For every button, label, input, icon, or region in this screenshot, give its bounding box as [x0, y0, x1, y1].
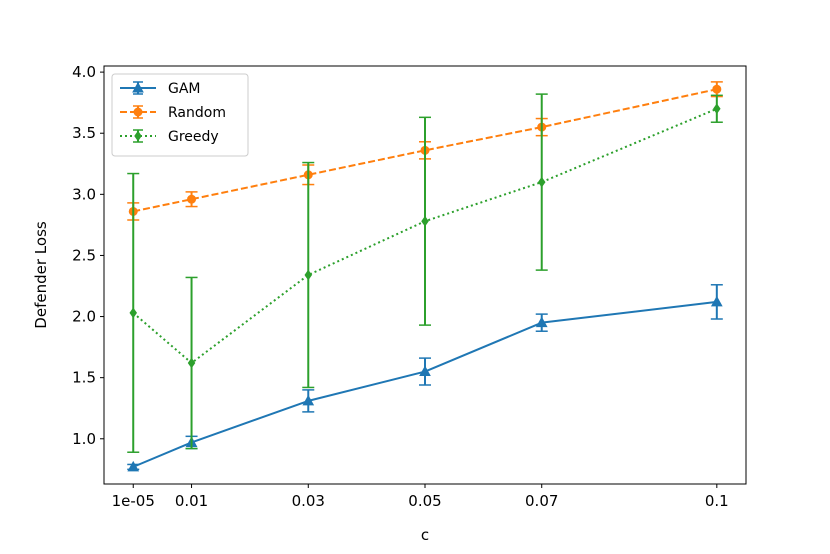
- legend-item-random: Random: [120, 105, 226, 121]
- y-tick-label: 1.5: [72, 369, 96, 387]
- data-point-greedy: [421, 215, 429, 227]
- series-line-random: [133, 88, 718, 213]
- legend-marker-random: [133, 107, 143, 117]
- data-point-gam: [710, 295, 723, 307]
- x-tick-label: 0.1: [705, 492, 729, 510]
- legend-marker-greedy: [134, 130, 142, 142]
- y-tick-label: 4.0: [72, 63, 96, 81]
- series-greedy: [127, 93, 723, 453]
- data-point-greedy: [187, 357, 196, 369]
- y-tick-label: 2.5: [72, 246, 96, 264]
- data-point-random: [187, 194, 197, 204]
- data-point-gam: [127, 460, 140, 472]
- data-point-gam: [419, 365, 431, 377]
- data-point-random: [712, 84, 722, 94]
- series-gam: [127, 284, 723, 472]
- series-layer: [127, 81, 723, 472]
- x-tick-label: 0.01: [175, 492, 208, 510]
- series-line-gam: [132, 300, 717, 468]
- data-point-gam: [302, 394, 315, 406]
- x-tick-label: 0.07: [525, 492, 558, 510]
- y-tick-label: 3.0: [72, 185, 96, 203]
- x-tick-label: 0.03: [292, 492, 325, 510]
- y-tick-label: 1.0: [72, 430, 96, 448]
- legend-label-gam: GAM: [168, 81, 201, 97]
- x-tick-label: 0.05: [408, 492, 441, 510]
- legend-item-gam: GAM: [120, 81, 201, 97]
- x-tick-label: 1e-05: [112, 492, 155, 510]
- legend-marker-gam: [132, 81, 144, 93]
- series-line-greedy: [132, 107, 718, 364]
- y-axis: 1.0 1.5 2.0 2.5 3.0 3.5 4.0: [72, 63, 104, 448]
- data-point-greedy: [304, 269, 313, 281]
- legend: GAM Random Greedy: [111, 73, 249, 157]
- x-axis-label: c: [421, 526, 429, 544]
- data-point-greedy: [713, 103, 721, 115]
- y-axis-label: Defender Loss: [32, 221, 50, 329]
- data-point-greedy: [129, 307, 138, 319]
- legend-label-greedy: Greedy: [168, 129, 219, 145]
- data-point-greedy: [537, 176, 546, 188]
- legend-item-greedy: Greedy: [120, 129, 219, 145]
- x-axis: 1e-05 0.01 0.03 0.05 0.07 0.1: [112, 484, 729, 510]
- legend-label-random: Random: [168, 105, 226, 121]
- y-tick-label: 3.5: [72, 124, 96, 142]
- y-tick-label: 2.0: [72, 308, 96, 326]
- data-point-gam: [535, 316, 548, 328]
